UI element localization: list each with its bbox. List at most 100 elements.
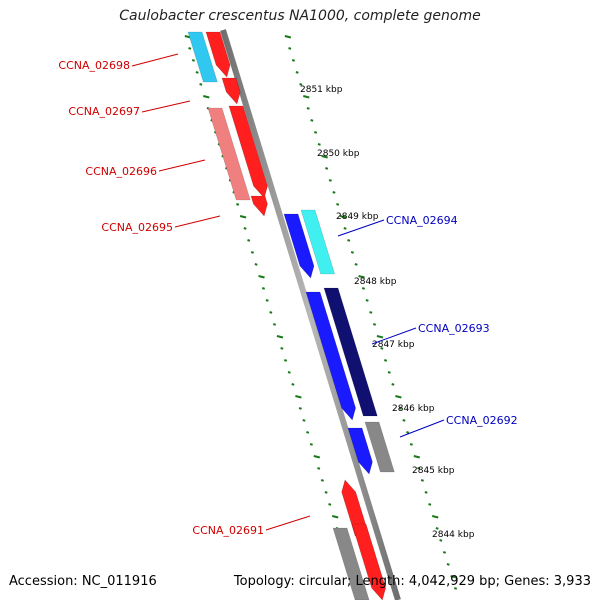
tick-mark — [261, 287, 266, 290]
tick-mark — [332, 191, 336, 194]
gene-label[interactable]: CCNA_02695 — [101, 221, 173, 234]
tick-mark — [306, 107, 310, 110]
leader-line — [174, 215, 221, 228]
tick-mark — [387, 371, 391, 374]
map-title: Caulobacter crescentus NA1000, complete … — [119, 8, 481, 24]
tick-mark — [428, 503, 432, 506]
backbone-line — [220, 29, 401, 600]
tick-label: 2845 kbp — [412, 466, 455, 476]
tick-label: 2847 kbp — [372, 340, 415, 350]
tick-mark — [384, 359, 388, 362]
tick-mark — [395, 395, 402, 399]
gene-arrow[interactable] — [228, 105, 268, 199]
tick-mark — [409, 443, 413, 446]
tick-mark — [325, 167, 329, 170]
tick-mark — [328, 179, 332, 182]
cog-bar — [323, 287, 378, 417]
gene-label[interactable]: CCNA_02694 — [386, 214, 458, 227]
tick-mark — [317, 467, 321, 470]
tick-mark — [284, 35, 292, 39]
tick-label: 2848 kbp — [354, 277, 397, 287]
tick-label: 2844 kbp — [432, 530, 475, 540]
gene-features — [187, 31, 395, 600]
tick-mark — [424, 491, 428, 494]
tick-mark — [380, 347, 384, 350]
gene-label[interactable]: CCNA_02691 — [192, 524, 264, 537]
tick-mark — [276, 335, 284, 339]
backbone — [220, 29, 401, 600]
tick-mark — [369, 311, 373, 314]
tick-mark — [199, 83, 203, 86]
leader-line — [158, 159, 206, 172]
tick-label: 2849 kbp — [336, 212, 379, 222]
tick-mark — [258, 275, 265, 279]
tick-label: 2851 kbp — [300, 85, 343, 95]
tick-mark — [442, 551, 447, 554]
tick-mark — [269, 311, 273, 314]
tick-mark — [347, 239, 351, 242]
tick-mark — [406, 431, 410, 434]
leader-line — [337, 219, 385, 237]
cog-bar — [300, 209, 336, 275]
tick-mark — [291, 59, 296, 62]
tick-label: 2850 kbp — [317, 149, 360, 159]
tick-mark — [420, 479, 424, 482]
tick-mark — [372, 323, 377, 326]
gene-arrow[interactable] — [205, 31, 231, 78]
tick-mark — [310, 119, 314, 122]
summary-text: Topology: circular; Length: 4,042,929 bp… — [233, 574, 591, 589]
tick-mark — [454, 587, 458, 590]
tick-mark — [272, 323, 277, 326]
tick-mark — [417, 467, 421, 470]
tick-mark — [446, 563, 450, 566]
tick-mark — [265, 299, 269, 302]
gene-arrow[interactable] — [283, 213, 315, 279]
accession-text: Accession: NC_011916 — [9, 574, 157, 589]
tick-mark — [203, 95, 210, 99]
gene-label[interactable]: CCNA_02698 — [58, 59, 130, 72]
tick-marks-outer — [184, 35, 358, 590]
tick-mark — [358, 275, 365, 279]
tick-mark — [250, 251, 254, 254]
tick-mark — [309, 443, 313, 446]
tick-mark — [295, 71, 299, 74]
leader-line — [265, 515, 311, 531]
tick-mark — [314, 131, 318, 134]
tick-mark — [376, 335, 384, 339]
tick-mark — [188, 47, 192, 50]
gene-label[interactable]: CCNA_02692 — [446, 414, 518, 427]
tick-mark — [239, 215, 247, 219]
tick-mark — [361, 287, 366, 290]
tick-mark — [247, 239, 251, 242]
tick-mark — [336, 203, 340, 206]
gene-arrow[interactable] — [347, 427, 373, 475]
tick-mark — [398, 407, 402, 410]
tick-mark — [402, 419, 406, 422]
tick-mark — [302, 419, 306, 422]
tick-mark — [450, 575, 457, 579]
gene-label[interactable]: CCNA_02693 — [418, 322, 490, 335]
tick-mark — [365, 299, 369, 302]
gene-arrow[interactable] — [221, 77, 241, 105]
tick-labels: 2851 kbp 2850 kbp 2849 kbp 2848 kbp 2847 kbp… — [300, 85, 475, 540]
gene-arrow[interactable] — [351, 523, 386, 600]
tick-mark — [195, 71, 199, 74]
gene-label[interactable]: CCNA_02697 — [68, 105, 140, 118]
gene-arrow[interactable] — [305, 291, 356, 421]
tick-mark — [354, 263, 358, 266]
gene-labels: CCNA_02698 CCNA_02697 CCNA_02696 CCNA_02695… — [58, 53, 518, 537]
tick-mark — [328, 503, 332, 506]
tick-mark — [435, 527, 439, 530]
tick-mark — [343, 227, 347, 230]
tick-mark — [324, 491, 328, 494]
tick-mark — [320, 479, 324, 482]
tick-mark — [391, 383, 395, 386]
tick-mark — [439, 539, 443, 542]
gene-label[interactable]: CCNA_02696 — [85, 165, 157, 178]
tick-mark — [298, 407, 302, 410]
tick-mark — [303, 95, 310, 99]
leader-line — [141, 100, 191, 113]
leader-line — [371, 327, 417, 345]
gene-arrow[interactable] — [250, 195, 268, 217]
